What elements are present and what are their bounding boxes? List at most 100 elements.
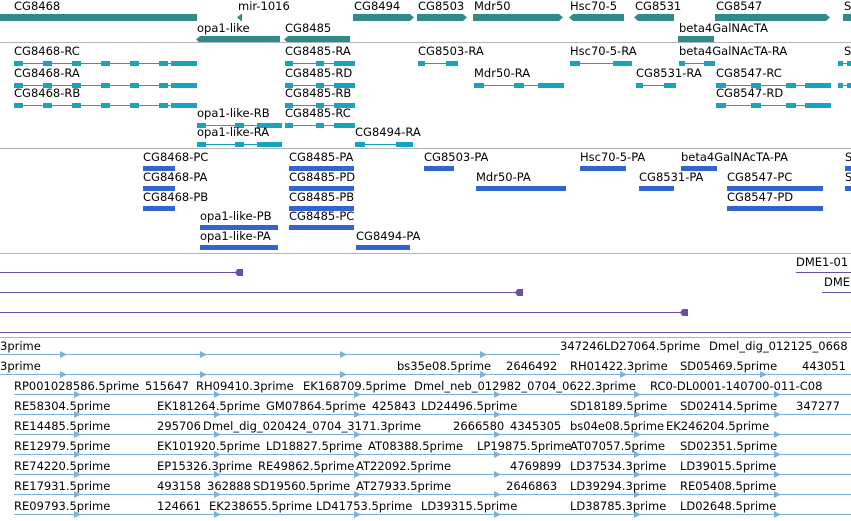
est-label[interactable]: SD18189.5prime <box>570 399 668 413</box>
cds-feature[interactable] <box>143 166 175 171</box>
transcript-feature[interactable] <box>838 63 851 64</box>
cds-label[interactable]: beta4GalNAcTA-PA <box>681 150 788 164</box>
cds-label[interactable]: CG8531-PA <box>639 170 704 184</box>
cds-feature[interactable] <box>727 186 823 191</box>
cds-label[interactable]: S <box>845 150 851 164</box>
gene-label[interactable]: Mdr50 <box>474 0 511 13</box>
alignment-feature[interactable] <box>0 292 523 293</box>
transcript-label[interactable]: CG8547-RD <box>716 86 784 100</box>
est-label[interactable]: RE58304.5prime <box>14 399 111 413</box>
est-label[interactable]: Dmel_neb_012982_0704_0622.3prime <box>414 379 636 393</box>
transcript-feature[interactable] <box>838 85 851 86</box>
gene-feature[interactable] <box>473 14 563 21</box>
est-label[interactable]: AT22092.5prime <box>356 459 452 473</box>
transcript-feature[interactable] <box>355 144 413 145</box>
transcript-label[interactable]: CG8468-RA <box>14 66 80 80</box>
cds-label[interactable]: CG8494-PA <box>356 229 421 243</box>
cds-feature[interactable] <box>289 225 354 230</box>
gene-label[interactable]: CG8468 <box>14 0 61 13</box>
gene-feature[interactable] <box>284 36 350 43</box>
transcript-label[interactable]: CG8547-RC <box>716 66 782 80</box>
transcript-label[interactable]: Hsc70-5-RA <box>570 44 637 58</box>
cds-feature[interactable] <box>356 245 410 250</box>
gene-feature[interactable] <box>715 14 830 21</box>
est-label[interactable]: SD02351.5prime <box>680 439 778 453</box>
est-label[interactable]: 3prime <box>0 359 41 373</box>
cds-label[interactable]: CG8468-PA <box>143 170 208 184</box>
est-label[interactable]: EP15326.3prime <box>157 459 253 473</box>
est-label[interactable]: RE05408.5prime <box>680 479 777 493</box>
est-label[interactable]: EK168709.5prime <box>303 379 407 393</box>
cds-feature[interactable] <box>424 166 454 171</box>
est-feature[interactable] <box>14 454 851 455</box>
est-feature[interactable] <box>14 514 851 515</box>
est-label[interactable]: RE12979.5prime <box>14 439 111 453</box>
gene-feature[interactable] <box>417 14 467 21</box>
transcript-label[interactable]: CG8485-RB <box>285 86 352 100</box>
gene-feature[interactable] <box>0 14 197 21</box>
est-label[interactable]: 362888 <box>207 479 251 493</box>
gene-feature[interactable] <box>678 36 714 43</box>
alignment-feature[interactable] <box>0 332 851 333</box>
est-feature[interactable] <box>14 494 851 495</box>
est-label[interactable]: LD37534.3prime <box>570 459 667 473</box>
transcript-label[interactable]: CG8485-RC <box>285 106 351 120</box>
transcript-feature[interactable] <box>679 63 715 64</box>
transcript-label[interactable]: beta4GalNAcTA-RA <box>679 44 788 58</box>
est-label[interactable]: LD39315.5prime <box>421 499 518 513</box>
est-label[interactable]: SD19560.5prime <box>253 479 351 493</box>
transcript-feature[interactable] <box>418 63 458 64</box>
est-label[interactable]: 425843 <box>372 399 416 413</box>
est-label[interactable]: SD05469.5prime <box>680 359 778 373</box>
cds-label[interactable]: CG8485-PC <box>289 209 355 223</box>
est-label[interactable]: 295706 <box>157 419 201 433</box>
est-label[interactable]: GM07864.5prime <box>266 399 366 413</box>
est-label[interactable]: RH09410.3prime <box>196 379 294 393</box>
est-label[interactable]: EK246204.5prime <box>666 419 770 433</box>
cds-feature[interactable] <box>845 186 851 191</box>
transcript-label[interactable]: opa1-like-RB <box>197 106 270 120</box>
transcript-label[interactable]: S <box>844 44 851 58</box>
est-feature[interactable] <box>14 414 851 415</box>
gene-label[interactable]: mir-1016 <box>238 0 290 13</box>
cds-label[interactable]: opa1-like-PA <box>200 229 271 243</box>
est-label[interactable]: AT08388.5prime <box>368 439 464 453</box>
cds-label[interactable]: Mdr50-PA <box>476 170 531 184</box>
cds-feature[interactable] <box>200 245 278 250</box>
est-label[interactable]: RC0-DL0001-140700-011-C08 <box>650 379 823 393</box>
gene-feature[interactable] <box>843 14 851 21</box>
transcript-label[interactable]: CG8531-RA <box>636 66 702 80</box>
est-feature[interactable] <box>14 394 851 395</box>
gene-feature[interactable] <box>353 14 414 21</box>
gene-label[interactable]: Hsc70-5 <box>570 0 618 13</box>
alignment-feature[interactable] <box>796 272 851 273</box>
cds-feature[interactable] <box>580 166 626 171</box>
est-label[interactable]: EK238655.5prime <box>209 499 313 513</box>
est-label[interactable]: EK181264.5prime <box>157 399 261 413</box>
est-label[interactable]: 3prime <box>0 339 41 353</box>
alignment-label[interactable]: DME1-01 <box>796 255 849 269</box>
cds-label[interactable]: Hsc70-5-PA <box>580 150 646 164</box>
est-feature[interactable] <box>0 354 560 355</box>
cds-label[interactable]: CG8503-PA <box>424 150 489 164</box>
est-label[interactable]: AT27933.5prime <box>356 479 452 493</box>
est-label[interactable]: RP001028586.5prime <box>14 379 140 393</box>
est-feature[interactable] <box>14 474 851 475</box>
transcript-label[interactable]: CG8485-RD <box>285 66 353 80</box>
est-label[interactable]: 347277 <box>796 399 840 413</box>
gene-label[interactable]: CG8531 <box>635 0 682 13</box>
cds-label[interactable]: CG8485-PD <box>289 170 356 184</box>
gene-label[interactable]: CG8494 <box>354 0 401 13</box>
cds-feature[interactable] <box>143 206 175 211</box>
transcript-label[interactable]: CG8468-RB <box>14 86 81 100</box>
transcript-feature[interactable] <box>716 105 831 106</box>
gene-feature[interactable] <box>634 14 674 21</box>
cds-feature[interactable] <box>727 206 823 211</box>
transcript-label[interactable]: CG8503-RA <box>418 44 484 58</box>
gene-feature[interactable] <box>237 14 242 21</box>
est-label[interactable]: 443051 <box>802 359 846 373</box>
est-label[interactable]: 515647 <box>145 379 189 393</box>
cds-feature[interactable] <box>143 186 175 191</box>
est-label[interactable]: 2666580 <box>453 419 505 433</box>
